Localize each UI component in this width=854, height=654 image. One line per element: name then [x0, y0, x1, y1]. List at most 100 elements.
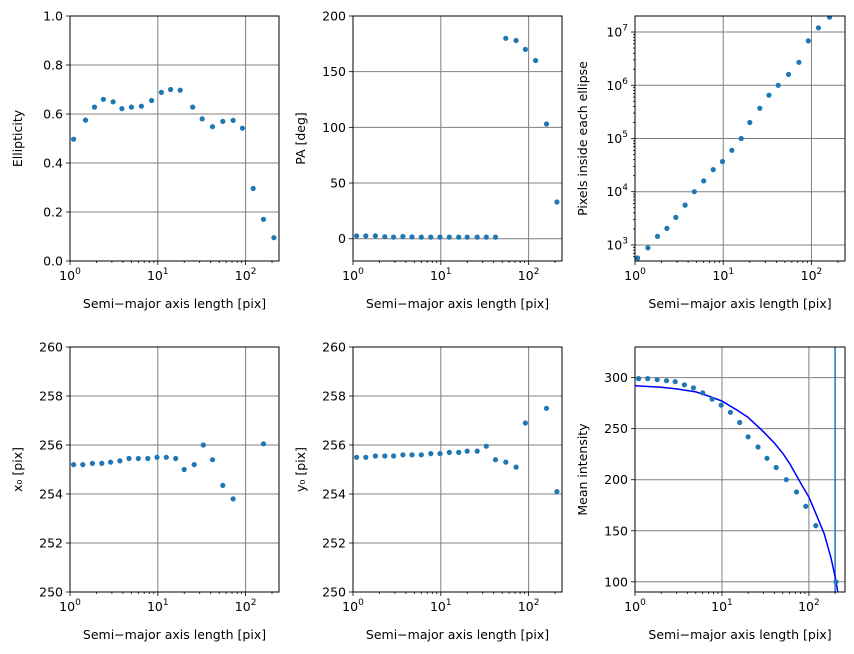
data-point	[260, 216, 267, 222]
y-tick-label: 50	[330, 176, 346, 191]
data-point	[645, 245, 651, 251]
data-point	[428, 451, 434, 457]
data-point	[636, 376, 642, 382]
x-tick-label: 100	[624, 598, 646, 614]
y-tick-label: 107	[606, 24, 628, 40]
data-point	[755, 444, 761, 450]
x-tick-label: 100	[342, 598, 364, 614]
y-axis-label: Pixels inside each ellipse	[575, 61, 590, 216]
y-tick-label: 103	[606, 236, 628, 252]
data-point	[543, 121, 550, 127]
data-point	[437, 451, 443, 457]
data-point	[785, 71, 792, 77]
x-tick-label: 100	[59, 267, 81, 283]
x-tick-label: 102	[798, 598, 820, 614]
data-point	[464, 234, 470, 240]
data-point	[738, 135, 744, 142]
data-point	[126, 455, 132, 462]
x-tick-label: 102	[518, 598, 540, 614]
y-tick-label: 1.0	[43, 9, 63, 24]
data-point	[690, 385, 697, 391]
x-tick-label: 101	[430, 598, 452, 614]
data-point	[199, 116, 205, 122]
y-tick-label: 150	[604, 523, 628, 538]
data-point	[513, 464, 519, 470]
data-point	[191, 462, 197, 468]
axes-frame	[69, 15, 280, 262]
data-point	[474, 234, 480, 240]
data-point	[700, 390, 706, 396]
y-tick-label: 252	[39, 536, 63, 551]
plot-area	[635, 16, 833, 261]
data-point	[805, 38, 811, 44]
data-point	[372, 233, 378, 239]
y-tick-label: 106	[606, 77, 628, 93]
data-point	[793, 489, 800, 495]
data-point	[727, 409, 734, 415]
axes-frame	[634, 346, 846, 593]
data-point	[400, 452, 406, 458]
data-point	[446, 449, 452, 455]
x-tick-label: 100	[59, 598, 81, 614]
data-point	[108, 459, 114, 465]
data-point	[177, 87, 183, 93]
data-point	[718, 402, 724, 408]
data-point	[503, 35, 509, 41]
data-point	[119, 106, 125, 112]
data-point	[149, 97, 155, 104]
data-point	[372, 453, 378, 459]
data-point	[747, 119, 753, 126]
y-tick-label: 260	[39, 340, 63, 355]
data-point	[522, 46, 529, 53]
panel-intensity: 100 101 102 100 150 200 250 300 Semi−major axis …	[575, 346, 846, 642]
y-tick-label: 0.0	[43, 254, 63, 269]
data-point	[117, 458, 123, 464]
x-tick-label: 102	[235, 598, 257, 614]
y-tick-label: 0.4	[43, 156, 63, 171]
y-axis-label: Ellipticity	[10, 109, 25, 167]
data-point	[220, 118, 226, 124]
plot-area	[354, 35, 560, 240]
data-point	[220, 482, 226, 488]
x-tick-label: 100	[624, 267, 646, 283]
data-point	[391, 234, 397, 240]
data-point	[89, 460, 95, 466]
data-point	[446, 234, 452, 240]
data-point	[681, 382, 688, 388]
data-point	[483, 234, 489, 240]
y-tick-label: 260	[322, 340, 346, 355]
y-tick-label: 254	[39, 487, 63, 502]
plot-area	[71, 441, 267, 502]
data-point	[110, 99, 116, 105]
data-point	[409, 234, 415, 240]
data-point	[710, 167, 716, 173]
data-point	[190, 104, 196, 110]
x-tick-label: 102	[518, 267, 540, 283]
data-point	[709, 396, 715, 402]
y-axis-label: y₀ [pix]	[293, 447, 308, 492]
y-tick-label: 100	[322, 120, 346, 135]
y-tick-label: 250	[39, 585, 63, 600]
data-point	[260, 441, 267, 447]
y-tick-label: 0.8	[43, 58, 63, 73]
data-point	[456, 449, 462, 455]
data-point	[82, 117, 89, 123]
x-axis-label: Semi−major axis length [pix]	[83, 627, 266, 642]
x-tick-label: 102	[235, 267, 257, 283]
data-point	[400, 233, 406, 240]
panel-pixels: 100 101 102 103 104 105 106 107 Semi−major axis …	[575, 15, 846, 311]
y-tick-label: 104	[606, 183, 628, 199]
x-tick-label: 100	[342, 267, 364, 283]
data-point	[635, 255, 641, 261]
data-point	[418, 234, 424, 240]
x-tick-label: 101	[147, 598, 169, 614]
data-point	[783, 477, 789, 483]
y-axis-label: PA [deg]	[293, 112, 308, 165]
data-point	[682, 202, 688, 208]
y-tick-label: 0	[338, 231, 346, 246]
panel-ellipticity: 100 101 102 0.0 0.2 0.4 0.6 0.8 1.0 Semi−major ax…	[10, 9, 280, 311]
panel-y0: 100 101 102 250 252 254 256 258 260 Semi−major ax…	[293, 340, 563, 642]
data-point	[464, 448, 470, 454]
y-tick-label: 256	[39, 438, 63, 453]
data-point	[382, 453, 388, 459]
